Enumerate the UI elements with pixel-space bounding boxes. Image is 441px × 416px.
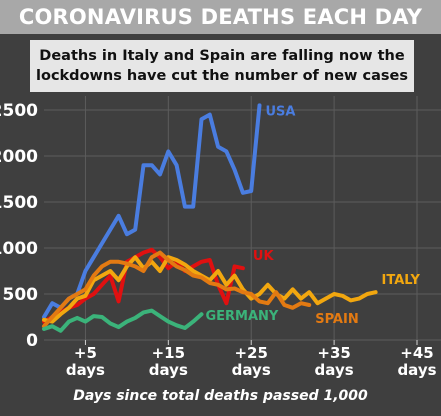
series-line-germany [42, 308, 204, 333]
series-labels: USA UK ITALY SPAIN GERMANY [205, 104, 420, 327]
x-tick-label-top: +45 [400, 344, 433, 362]
x-tick-label-bottom: days [315, 361, 354, 379]
series-line-italy [42, 255, 378, 324]
y-tick-label: 2000 [0, 147, 38, 167]
chart-title: CORONAVIRUS DEATHS EACH DAY [0, 0, 441, 34]
x-tick-label-bottom: days [232, 361, 271, 379]
y-tick-label: 2500 [0, 101, 38, 121]
x-tick-label-top: +35 [317, 344, 350, 362]
y-axis-ticks: 0 500 1000 1500 2000 2500 [0, 101, 38, 351]
series-line-usa [42, 103, 262, 319]
x-tick-label-top: +5 [74, 344, 97, 362]
series-label-germany: GERMANY [205, 309, 278, 324]
series-label-spain: SPAIN [315, 312, 358, 327]
y-tick-label: 500 [3, 285, 39, 305]
series-label-uk: UK [253, 249, 275, 264]
subtitle-line-1: Deaths in Italy and Spain are falling no… [39, 48, 405, 64]
chart-subtitle: Deaths in Italy and Spain are falling no… [30, 40, 414, 92]
x-tick-label-bottom: days [149, 361, 188, 379]
subtitle-line-2: lockdowns have cut the number of new cas… [36, 68, 408, 84]
x-axis-title: Days since total deaths passed 1,000 [73, 388, 368, 404]
series-lines [42, 103, 378, 333]
y-tick-label: 1500 [0, 193, 38, 213]
series-label-italy: ITALY [382, 273, 421, 288]
x-tick-label-top: +15 [152, 344, 185, 362]
series-line-spain [42, 250, 312, 329]
x-tick-label-top: +25 [234, 344, 267, 362]
x-tick-label-bottom: days [66, 361, 105, 379]
grid-lines [44, 96, 441, 345]
series-line-uk [42, 247, 245, 324]
series-label-usa: USA [266, 104, 296, 119]
x-tick-label-bottom: days [397, 361, 436, 379]
y-tick-label: 0 [26, 331, 38, 351]
y-tick-label: 1000 [0, 239, 38, 259]
